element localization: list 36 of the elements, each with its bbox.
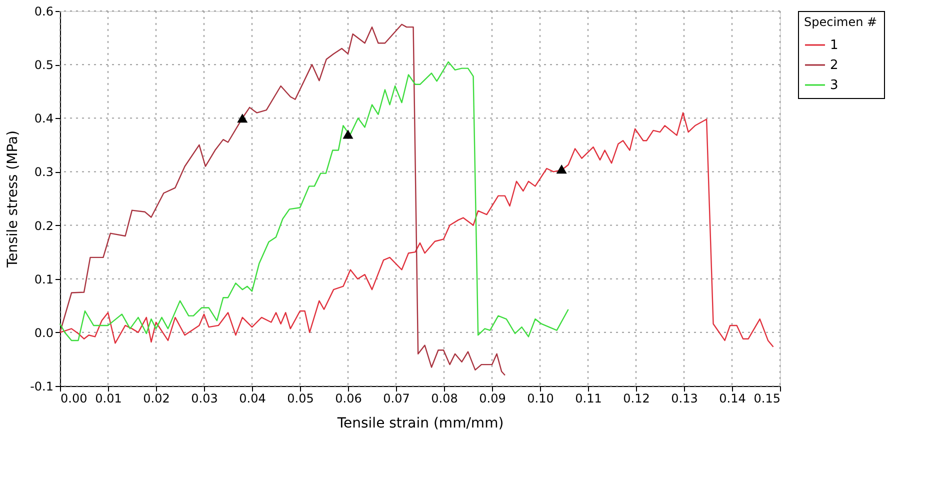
x-tick-label: 0.06 bbox=[335, 392, 362, 406]
x-tick-label: 0.09 bbox=[479, 392, 506, 406]
x-tick-label: 0.13 bbox=[671, 392, 698, 406]
x-tick-label: 0.10 bbox=[527, 392, 554, 406]
legend-label: 3 bbox=[830, 78, 838, 93]
x-axis-title: Tensile strain (mm/mm) bbox=[336, 416, 504, 432]
point bbox=[556, 164, 567, 174]
y-tick-label: 0.2 bbox=[34, 218, 54, 233]
y-tick-label: 0.5 bbox=[34, 58, 54, 72]
point bbox=[237, 114, 248, 123]
x-tick-label: 0.08 bbox=[431, 392, 458, 406]
y-tick-label: 0.0 bbox=[34, 326, 54, 340]
y-tick-label: 0.1 bbox=[34, 272, 54, 286]
legend-label: 2 bbox=[830, 58, 838, 73]
x-tick-label: 0.01 bbox=[95, 392, 122, 406]
x-tick-label: 0.05 bbox=[287, 392, 314, 406]
point bbox=[342, 130, 354, 139]
y-axis-title: Tensile stress (MPa) bbox=[5, 130, 22, 269]
x-tick-label: 0.12 bbox=[623, 392, 650, 406]
legend-title: Specimen # bbox=[804, 15, 878, 29]
line-series bbox=[59, 61, 569, 342]
line-series bbox=[59, 24, 506, 376]
line-series bbox=[59, 112, 774, 348]
y-tick-label: 0.4 bbox=[34, 112, 54, 126]
x-tick-label: 0.15 bbox=[754, 392, 780, 406]
x-tick-label: 0.03 bbox=[191, 392, 218, 406]
x-tick-label: 0.02 bbox=[143, 392, 170, 406]
legend-label: 1 bbox=[830, 38, 838, 53]
x-tick-label: 0.04 bbox=[239, 392, 266, 406]
x-tick-label: 0.14 bbox=[719, 392, 746, 406]
y-tick-label: 0.6 bbox=[34, 4, 54, 18]
y-tick-label: -0.1 bbox=[30, 380, 54, 394]
x-tick-label: 0.11 bbox=[575, 392, 602, 406]
x-tick-label: 0.07 bbox=[383, 392, 410, 406]
y-tick-label: 0.3 bbox=[34, 165, 54, 180]
x-tick-label: 0.00 bbox=[60, 392, 88, 406]
